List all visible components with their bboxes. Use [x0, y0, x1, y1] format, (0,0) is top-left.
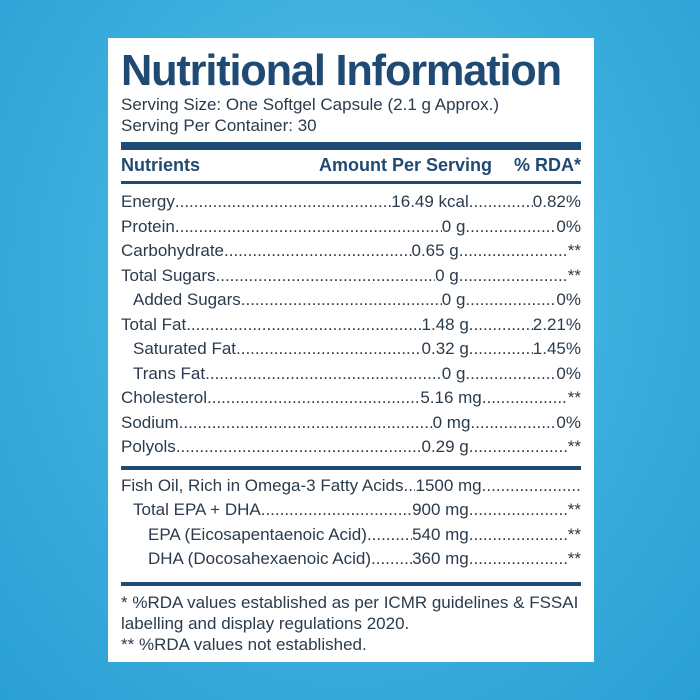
table-row: Total EPA + DHA 900 mg **: [121, 500, 581, 525]
nutrient-amount: 1.48 g: [421, 314, 469, 334]
nutrient-name: Polyols: [121, 437, 176, 456]
nutrient-rda: 0%: [556, 290, 581, 309]
nutrient-amount: 0 g: [441, 216, 466, 236]
table-header: Nutrients Amount Per Serving % RDA*: [121, 150, 581, 181]
nutrient-amount: 0.65 g: [411, 241, 459, 260]
section-divider: [121, 465, 581, 470]
nutrient-rda: **: [567, 241, 581, 260]
nutrient-amount: 0 g: [441, 290, 466, 309]
nutrient-rda: 0.82%: [532, 192, 581, 211]
nutrient-rda: **: [567, 265, 581, 285]
nutrient-amount: 540 mg: [412, 524, 469, 544]
serving-per-container: Serving Per Container: 30: [121, 116, 317, 135]
nutrient-rda: 1.45%: [532, 339, 581, 358]
nutrient-amount: 0 g: [441, 363, 466, 383]
table-row: DHA (Docosahexaenoic Acid) 360 mg **: [121, 549, 581, 574]
header-underline: [121, 181, 581, 184]
nutrient-amount: 16.49 kcal: [391, 192, 469, 211]
nutrient-amount: 0.29 g: [421, 437, 469, 456]
nutrient-name: Cholesterol: [121, 388, 207, 407]
table-row: Carbohydrate 0.65 g **: [121, 241, 581, 266]
table-row: Sodium 0 mg 0%: [121, 413, 581, 438]
header-nutrients: Nutrients: [121, 155, 201, 175]
nutrient-rda: **: [567, 524, 581, 544]
footnotes: * %RDA values established as per ICMR gu…: [121, 586, 581, 655]
nutrient-name: Total Sugars: [121, 265, 216, 285]
header-rda: % RDA*: [513, 155, 581, 175]
table-row: Cholesterol 5.16 mg **: [121, 388, 581, 413]
nutrient-rda: **: [567, 388, 581, 407]
table-row: Protein 0 g 0%: [121, 217, 581, 242]
nutrient-name: DHA (Docosahexaenoic Acid): [148, 549, 372, 568]
nutrient-rda: 0%: [556, 216, 581, 236]
table-row: Polyols 0.29 g **: [121, 437, 581, 462]
nutrient-amount: 1500 mg: [415, 475, 482, 495]
nutrient-rda: **: [567, 437, 581, 456]
header-amount: Amount Per Serving: [318, 155, 492, 175]
fish-oil-rows: Fish Oil, Rich in Omega-3 Fatty Acids 150…: [121, 470, 581, 574]
nutrient-name: Total EPA + DHA: [133, 500, 261, 519]
nutrient-name: Protein: [121, 216, 175, 236]
nutrient-rda: 0%: [556, 363, 581, 383]
header-divider: [121, 142, 581, 150]
nutrient-amount: 0 g: [435, 265, 459, 285]
table-row: Total Sugars 0 g **: [121, 266, 581, 291]
footnote-line: * %RDA values established as per ICMR gu…: [121, 592, 579, 612]
nutrient-name: Total Fat: [121, 314, 187, 334]
nutrient-name: Sodium: [121, 412, 179, 432]
table-row: Total Fat 1.48 g 2.21%: [121, 315, 581, 340]
table-row: Energy 16.49 kcal 0.82%: [121, 192, 581, 217]
nutrient-amount: 900 mg: [412, 500, 469, 519]
nutrient-name: EPA (Eicosapentaenoic Acid): [148, 524, 367, 544]
table-row: Trans Fat 0 g 0%: [121, 364, 581, 389]
footer-divider: [121, 581, 581, 586]
nutrient-rda: **: [567, 500, 581, 519]
nutrient-name: Carbohydrate: [121, 241, 225, 260]
table-row: Fish Oil, Rich in Omega-3 Fatty Acids 150…: [121, 476, 581, 501]
nutrient-amount: 0 mg: [432, 412, 471, 432]
nutrient-name: Fish Oil, Rich in Omega-3 Fatty Acids: [121, 475, 404, 495]
nutrient-name: Trans Fat: [133, 363, 206, 383]
footnote-line: ** %RDA values not established.: [121, 634, 367, 654]
table-row: EPA (Eicosapentaenoic Acid) 540 mg **: [121, 525, 581, 550]
table-row: Saturated Fat 0.32 g 1.45%: [121, 339, 581, 364]
nutrition-label: Nutritional Information Serving Size: On…: [108, 38, 594, 662]
table-row: Added Sugars 0 g 0%: [121, 290, 581, 315]
nutrient-amount: 0.32 g: [421, 339, 469, 358]
nutrient-name: Added Sugars: [133, 290, 241, 309]
nutrient-name: Energy: [121, 192, 175, 211]
nutrient-rda: **: [567, 549, 581, 568]
nutrient-amount: 5.16 mg: [420, 388, 482, 407]
label-title: Nutritional Information: [121, 46, 562, 95]
nutrient-amount: 360 mg: [412, 549, 469, 568]
nutrient-rda: 2.21%: [532, 314, 581, 334]
nutrient-rda: 0%: [556, 412, 581, 432]
nutrient-name: Saturated Fat: [133, 339, 237, 358]
nutrient-rows: Energy 16.49 kcal 0.82% Protein 0 g 0% Carbo…: [121, 184, 581, 462]
footnote-line: labelling and display regulations 2020.: [121, 613, 410, 633]
serving-size: Serving Size: One Softgel Capsule (2.1 g…: [121, 95, 499, 114]
